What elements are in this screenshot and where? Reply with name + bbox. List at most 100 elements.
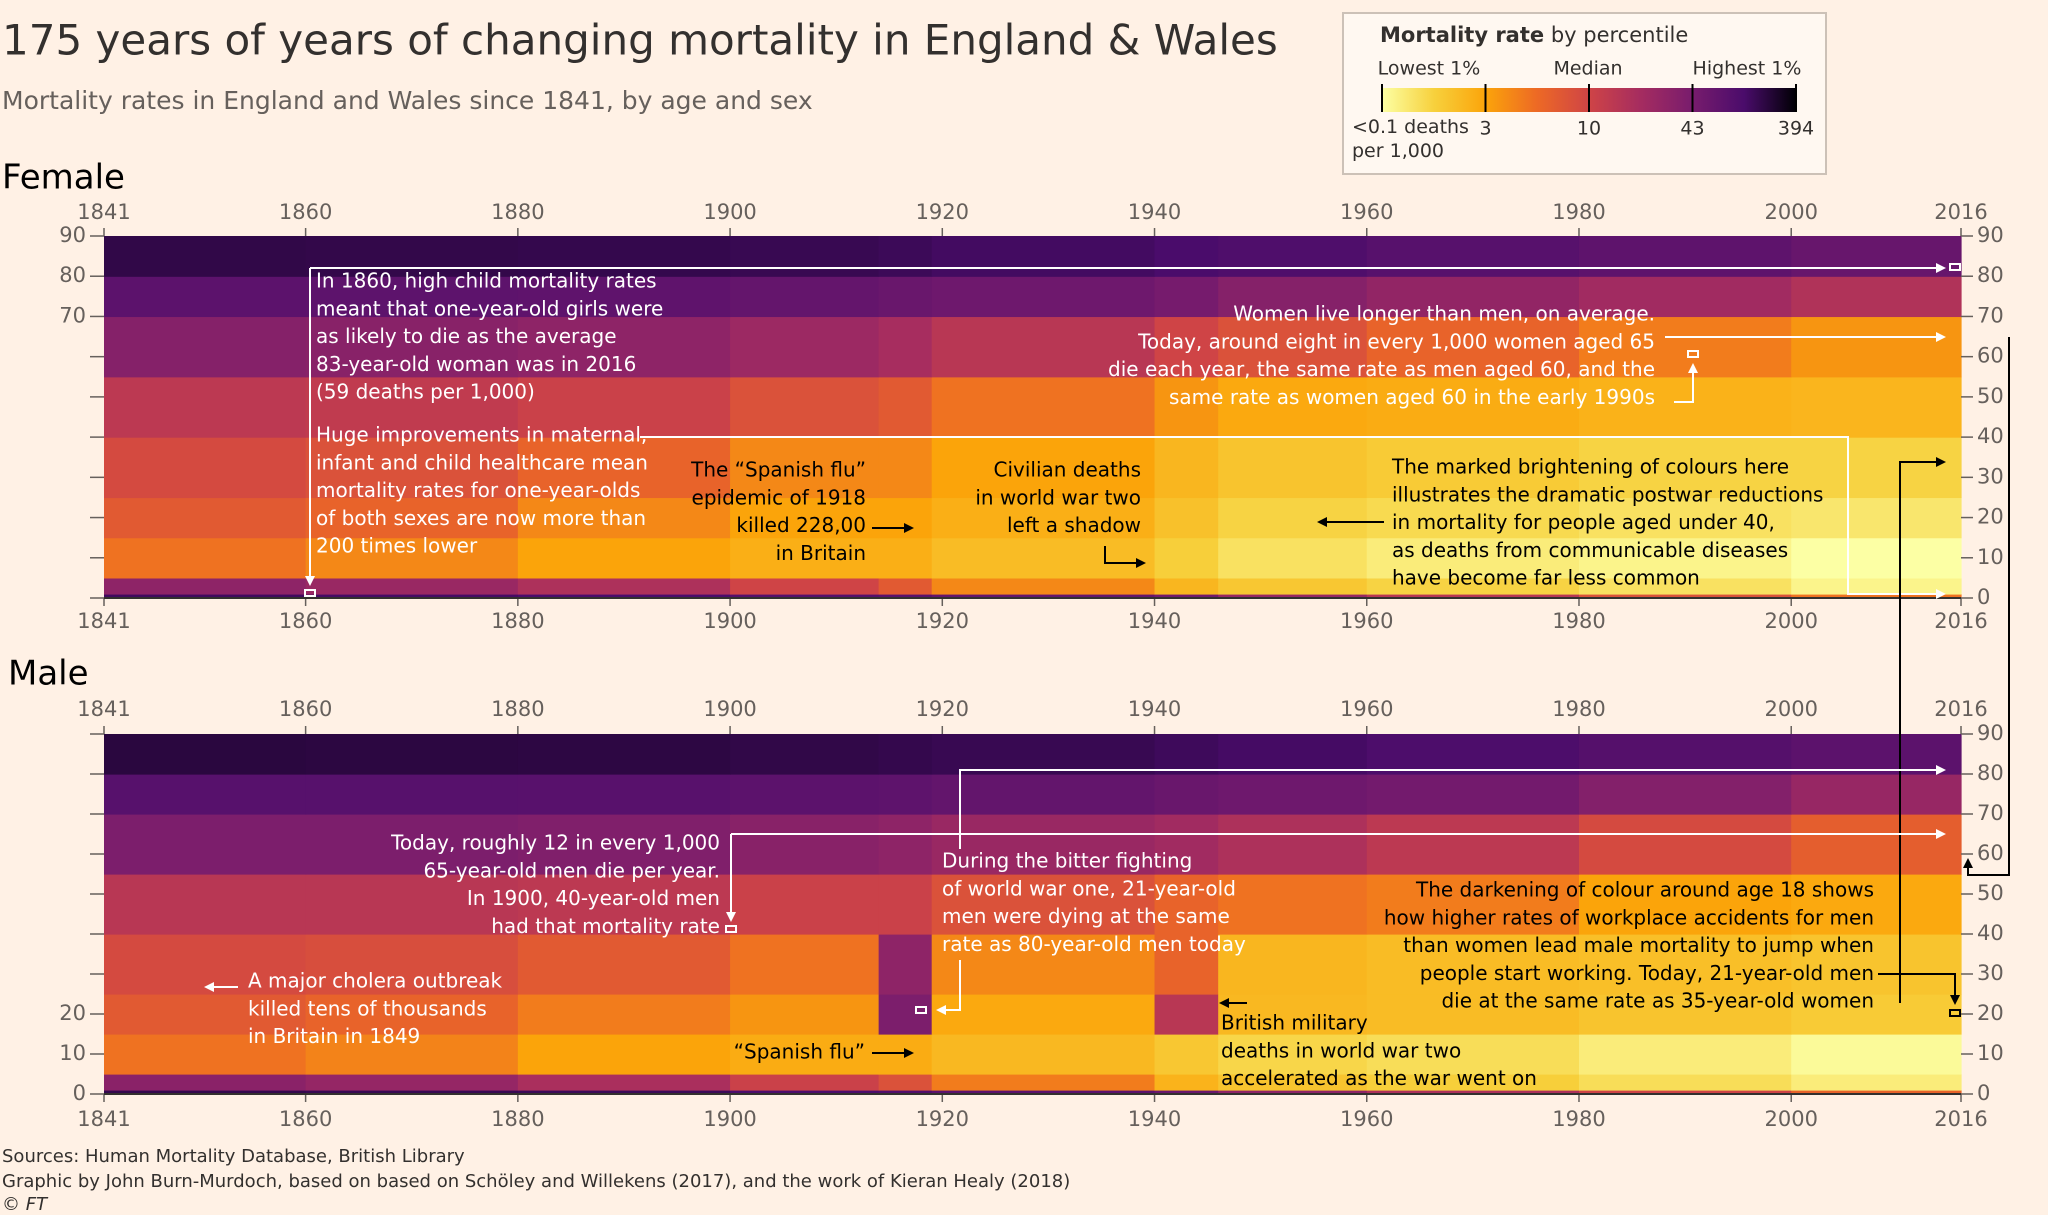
panel-title: Male — [8, 654, 89, 694]
heat-cell — [878, 376, 933, 438]
heat-cell — [104, 316, 307, 378]
heat-cell — [1791, 1074, 1962, 1091]
heat-cell — [878, 934, 933, 995]
y-tick-label: 10 — [59, 1041, 86, 1065]
heat-cell — [1578, 537, 1792, 579]
x-tick-label: 1880 — [491, 609, 544, 633]
heat-cell — [1154, 236, 1219, 277]
y-tick-label: 20 — [1977, 505, 2004, 529]
y-tick-label: 40 — [1977, 921, 2004, 945]
heat-cell — [1154, 437, 1219, 499]
heat-cell — [931, 497, 1156, 539]
heat-cell — [730, 577, 880, 595]
x-tick-label: 2016 — [1934, 609, 1987, 633]
heat-cell — [1578, 1034, 1792, 1075]
x-tick-label: 1920 — [916, 1107, 969, 1131]
x-tick-label: 1940 — [1128, 1107, 1181, 1131]
heat-cell — [517, 577, 731, 595]
x-tick-label: 2016 — [1934, 697, 1987, 721]
y-tick-label: 10 — [1977, 545, 2004, 569]
heat-cell — [1791, 814, 1962, 875]
annotation: in mortality for people aged under 40, — [1392, 510, 1775, 534]
heat-cell — [730, 1090, 880, 1095]
heat-cell — [305, 734, 519, 775]
heat-cell — [1578, 1090, 1792, 1095]
heat-cell — [878, 874, 933, 935]
annotation: die each year, the same rate as men aged… — [1108, 357, 1655, 381]
y-tick-label: 80 — [1977, 761, 2004, 785]
heat-cell — [517, 814, 731, 875]
annotation: The marked brightening of colours here — [1391, 455, 1789, 479]
x-tick-label: 1860 — [279, 697, 332, 721]
heat-cell — [1218, 734, 1368, 775]
x-tick-label: 1860 — [279, 609, 332, 633]
y-tick-label: 0 — [73, 1081, 86, 1105]
y-tick-label: 40 — [1977, 424, 2004, 448]
heat-cell — [1154, 774, 1219, 815]
panel-title: Female — [2, 158, 125, 198]
annotation: as deaths from communicable diseases — [1392, 538, 1788, 562]
legend-title: Mortality rate by percentile — [1380, 23, 1688, 47]
heat-cell — [517, 874, 731, 935]
annotation: During the bitter fighting — [942, 849, 1192, 873]
x-tick-label: 1960 — [1340, 1107, 1393, 1131]
legend-tick-label: <0.1 deaths per 1,000 — [1352, 116, 1469, 162]
heat-cell — [305, 774, 519, 815]
legend-title-bold: Mortality rate — [1380, 23, 1544, 47]
heat-cell — [104, 774, 307, 815]
heat-cell — [878, 814, 933, 875]
annotation: A major cholera outbreak — [248, 969, 503, 993]
x-tick-label: 1880 — [491, 697, 544, 721]
heat-cell — [931, 814, 1156, 875]
arrow — [1963, 337, 2010, 876]
y-tick-label: 20 — [1977, 1001, 2004, 1025]
annotation: killed tens of thousands — [248, 996, 487, 1020]
heat-cell — [878, 316, 933, 378]
x-tick-label: 2016 — [1934, 200, 1987, 224]
heat-cell — [104, 814, 307, 875]
y-tick-label: 90 — [59, 223, 86, 247]
annotation: deaths in world war two — [1221, 1038, 1461, 1062]
marker-box — [725, 925, 737, 933]
x-tick-label: 2000 — [1764, 697, 1817, 721]
heat-cell — [1366, 994, 1580, 1035]
annotation: Today, roughly 12 in every 1,000 — [390, 831, 720, 855]
heat-cell — [1791, 994, 1962, 1035]
heat-cell — [1218, 577, 1368, 595]
heat-cell — [1154, 276, 1219, 318]
heat-cell — [931, 994, 1156, 1035]
heat-cell — [104, 276, 307, 318]
y-tick-label: 90 — [1977, 223, 2004, 247]
x-tick-label: 2000 — [1764, 609, 1817, 633]
heat-cell — [931, 437, 1156, 499]
heat-cell — [878, 1090, 933, 1095]
heat-cell — [305, 994, 519, 1035]
heat-cell — [730, 874, 880, 935]
heat-cell — [1154, 874, 1219, 935]
copyright: © FT — [2, 1194, 49, 1215]
x-tick-label: 1980 — [1552, 697, 1605, 721]
x-tick-label: 2000 — [1764, 1107, 1817, 1131]
x-tick-label: 1980 — [1552, 609, 1605, 633]
legend-tick-label-box: <0.1 deaths per 1,000 — [1352, 116, 1469, 162]
y-tick-label: 0 — [1977, 585, 1990, 609]
heat-cell — [1791, 437, 1962, 499]
heat-cell — [730, 1074, 880, 1091]
heat-cell — [104, 577, 307, 595]
heat-cell — [931, 376, 1156, 438]
heat-cell — [1154, 734, 1219, 775]
heat-cell — [305, 934, 519, 995]
heat-cell — [104, 236, 307, 277]
credit: Graphic by John Burn-Murdoch, based on b… — [2, 1171, 1070, 1192]
x-tick-label: 1980 — [1552, 1107, 1605, 1131]
annotation: how higher rates of workplace accidents … — [1384, 905, 1874, 929]
heat-cell — [931, 1034, 1156, 1075]
x-tick-label: 1900 — [703, 609, 756, 633]
y-tick-label: 80 — [59, 263, 86, 287]
heat-cell — [305, 814, 519, 875]
heat-cell — [730, 934, 880, 995]
legend-subtitle: by percentile — [1551, 23, 1688, 47]
heat-cell — [1154, 593, 1219, 599]
heat-cell — [1366, 316, 1580, 378]
heat-cell — [931, 236, 1156, 277]
